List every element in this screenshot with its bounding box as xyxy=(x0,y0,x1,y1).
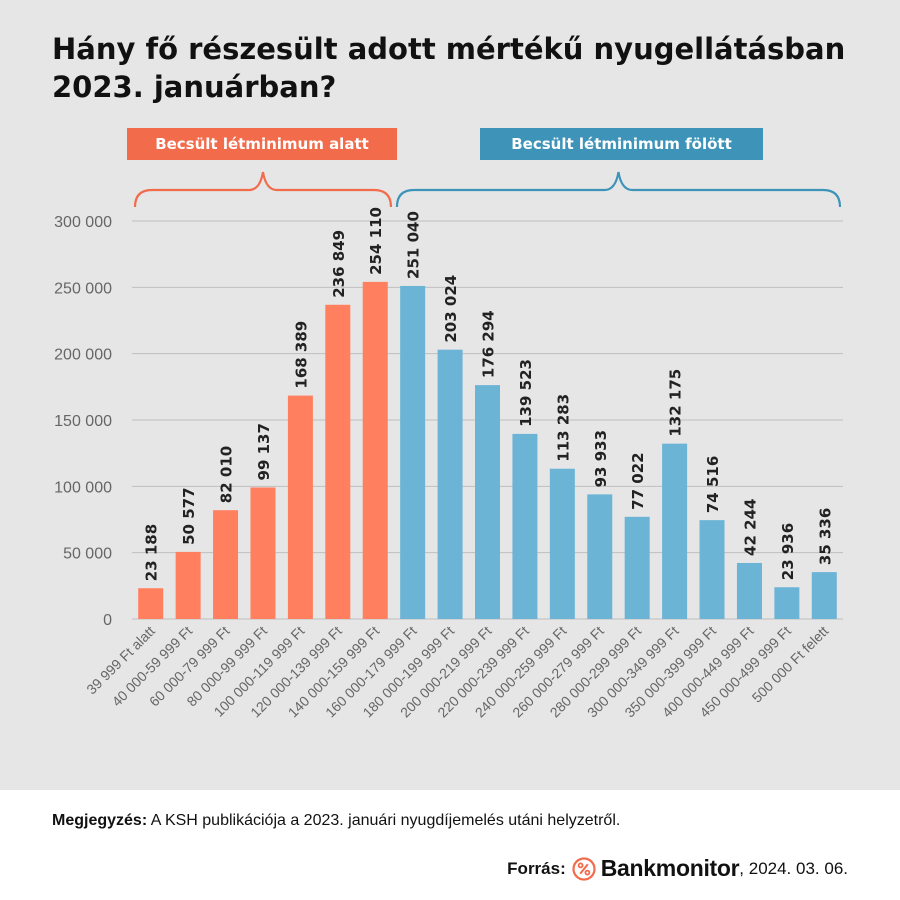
bar xyxy=(437,349,463,619)
bar xyxy=(362,281,388,619)
bar-chart: 0 50 000 100 000 150 000 200 000 250 000 300 0… xyxy=(54,171,843,721)
bracket-above xyxy=(395,171,842,208)
percent-icon xyxy=(572,856,596,881)
bar-value-label: 176 294 xyxy=(480,310,498,378)
source-date: , 2024. 03. 06. xyxy=(739,858,848,878)
brand-name: Bankmonitor xyxy=(600,855,740,881)
bar xyxy=(400,285,426,619)
bar-value-labels: 23 188 50 577 82 010 99 137 168 389 236 849 25… xyxy=(143,207,835,581)
bar-value-label: 82 010 xyxy=(218,446,236,503)
bar xyxy=(587,494,613,619)
bar-value-label: 168 389 xyxy=(292,321,310,389)
bar xyxy=(213,510,239,619)
bar xyxy=(287,395,313,619)
bar-value-label: 203 024 xyxy=(442,275,460,343)
bar xyxy=(175,551,201,619)
footnote-text: A KSH publikációja a 2023. januári nyugd… xyxy=(147,812,621,829)
bar xyxy=(250,487,276,619)
bar-value-label: 236 849 xyxy=(330,230,348,298)
bar xyxy=(512,433,538,619)
source-label: Forrás: xyxy=(507,858,566,878)
bar-value-label: 132 175 xyxy=(667,369,685,437)
bar-value-label: 35 336 xyxy=(816,508,834,565)
y-tick-label: 250 000 xyxy=(54,280,112,297)
bar xyxy=(662,443,688,619)
bar xyxy=(325,304,351,619)
bar-value-label: 23 936 xyxy=(779,523,797,580)
bar-value-label: 99 137 xyxy=(255,423,273,480)
bar-value-label: 42 244 xyxy=(741,499,759,556)
bar xyxy=(699,520,725,619)
bar xyxy=(549,468,575,619)
bar xyxy=(475,385,500,619)
bar xyxy=(811,572,837,619)
chart-title: Hány fő részesült adott mértékű nyugellá… xyxy=(52,32,846,104)
y-tick-label: 300 000 xyxy=(54,214,112,231)
footnote: Megjegyzés: A KSH publikációja a 2023. j… xyxy=(52,812,620,830)
y-tick-label: 0 xyxy=(103,612,112,629)
y-tick-label: 150 000 xyxy=(54,413,112,430)
y-tick-label: 50 000 xyxy=(63,546,112,563)
group-brackets xyxy=(133,171,842,208)
bar xyxy=(624,516,650,619)
bar xyxy=(736,562,762,619)
source-line: Forrás: Bankmonitor , 2024. 03. 06. xyxy=(507,855,848,882)
bar-value-label: 254 110 xyxy=(367,207,385,275)
bars xyxy=(138,281,837,619)
bracket-below xyxy=(133,171,393,208)
bar xyxy=(138,588,164,619)
bar-value-label: 113 283 xyxy=(554,394,572,462)
bankmonitor-logo: Bankmonitor xyxy=(572,855,740,882)
footnote-label: Megjegyzés: xyxy=(52,812,148,829)
badge-below-minimum: Becsült létminimum alatt xyxy=(127,128,397,160)
y-tick-label: 100 000 xyxy=(54,479,112,496)
y-axis-ticks: 0 50 000 100 000 150 000 200 000 250 000 300 0… xyxy=(54,214,112,629)
bar-value-label: 23 188 xyxy=(143,524,161,581)
bar-value-label: 50 577 xyxy=(180,487,198,544)
bar-value-label: 77 022 xyxy=(629,452,647,509)
bar-value-label: 251 040 xyxy=(405,211,423,279)
bar-value-label: 93 933 xyxy=(592,430,610,487)
y-tick-label: 200 000 xyxy=(54,347,112,364)
bar-value-label: 139 523 xyxy=(517,359,535,427)
bar xyxy=(774,587,800,619)
badge-above-minimum: Becsült létminimum fölött xyxy=(480,128,763,160)
bar-value-label: 74 516 xyxy=(704,456,722,513)
